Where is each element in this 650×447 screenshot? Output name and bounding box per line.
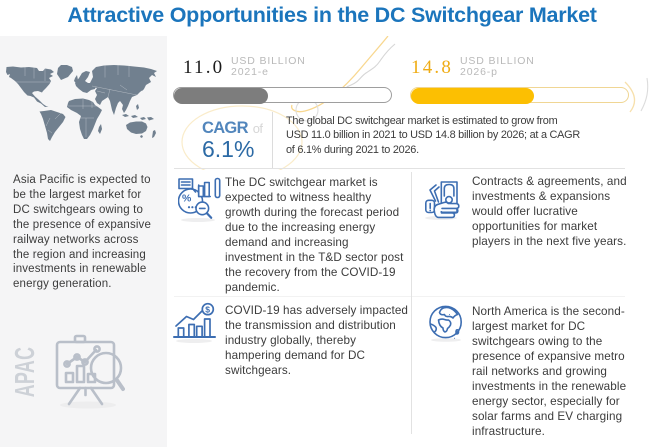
svg-text:$: $ bbox=[205, 305, 210, 315]
svg-text:%: % bbox=[182, 192, 192, 204]
